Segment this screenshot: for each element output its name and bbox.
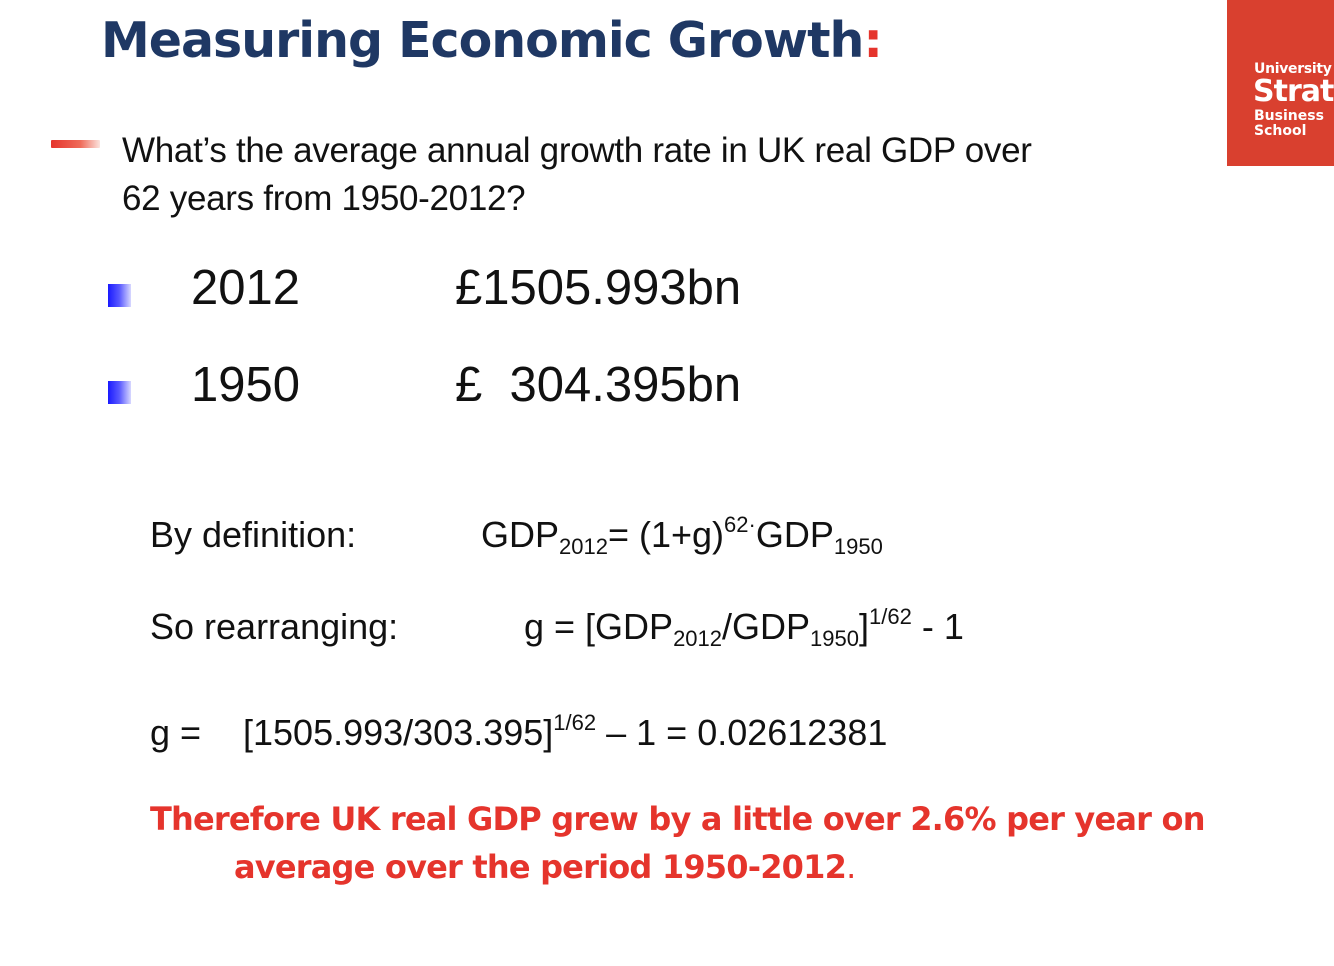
- logo-line-2: Strathclyde: [1253, 74, 1334, 109]
- square-bullet-icon: [108, 284, 131, 307]
- logo-line-3: Business: [1254, 108, 1324, 124]
- calculation-exponent: 1/62: [553, 710, 597, 735]
- rearranging-sub-2012: 2012: [673, 626, 723, 651]
- rearranging-exponent: 1/62: [869, 604, 912, 629]
- gdp-year-1950: 1950: [191, 358, 301, 412]
- slide-title: Measuring Economic Growth:: [101, 12, 883, 69]
- question-text: What’s the average annual growth rate in…: [122, 127, 1122, 223]
- university-logo: University of Strathclyde Business Schoo…: [1227, 0, 1334, 166]
- definition-lhs-sub: 2012: [559, 534, 608, 559]
- conclusion-line-2: average over the period 1950-2012.: [234, 848, 856, 886]
- conclusion-text: Therefore UK real GDP grew by a little o…: [150, 795, 1250, 891]
- definition-exponent: 62·: [724, 512, 756, 537]
- definition-mid: = (1+g): [607, 514, 725, 555]
- square-bullet-icon: [108, 381, 131, 404]
- rearranging-sub-1950: 1950: [810, 626, 859, 651]
- logo-line-4: School: [1254, 123, 1307, 139]
- question-line-2: 62 years from 1950-2012?: [122, 179, 526, 218]
- definition-lhs: GDP: [481, 514, 560, 555]
- logo-line-1: University of: [1254, 61, 1334, 77]
- definition-equation: GDP2012= (1+g)62·GDP1950: [481, 512, 883, 559]
- definition-rhs-sub: 1950: [833, 534, 883, 559]
- gdp-value-1950: £ 304.395bn: [455, 358, 742, 412]
- gdp-year-2012: 2012: [191, 261, 301, 315]
- calculation-label: g =: [150, 712, 202, 753]
- conclusion-line-1: Therefore UK real GDP grew by a little o…: [150, 800, 1205, 838]
- calculation-equation: [1505.993/303.395]1/62 – 1 = 0.02612381: [243, 710, 888, 754]
- question-line-1: What’s the average annual growth rate in…: [122, 131, 1032, 170]
- rearranging-equation: g = [GDP2012/GDP1950]1/62 - 1: [524, 604, 964, 651]
- title-colon: :: [863, 12, 883, 69]
- definition-rhs: GDP: [755, 514, 834, 555]
- gdp-value-2012: £1505.993bn: [455, 261, 742, 315]
- title-text: Measuring Economic Growth: [101, 12, 864, 69]
- rearranging-label: So rearranging:: [150, 606, 399, 647]
- dash-bullet-icon: [51, 140, 100, 148]
- definition-label: By definition:: [150, 514, 357, 555]
